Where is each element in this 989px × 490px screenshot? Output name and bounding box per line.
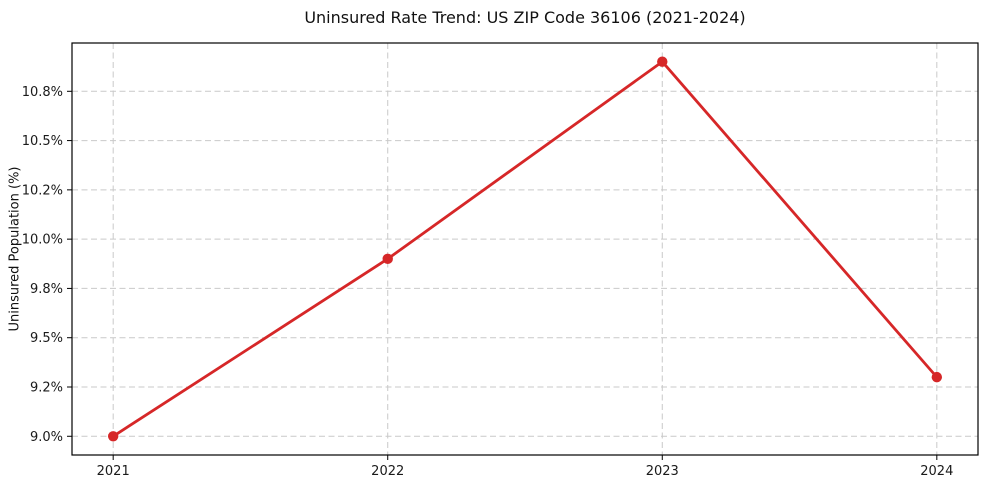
x-tick-label: 2023 <box>646 464 679 479</box>
trend-line <box>111 60 939 438</box>
x-tick-label: 2021 <box>97 464 130 479</box>
data-point-marker <box>657 56 668 67</box>
y-tick-label: 10.0% <box>22 233 63 248</box>
x-tick-label: 2024 <box>920 464 953 479</box>
x-tick-label: 2022 <box>371 464 404 479</box>
data-point-marker <box>931 371 943 383</box>
y-tick-label: 10.2% <box>22 183 63 198</box>
axes-spines <box>71 42 979 456</box>
y-tick-label: 9.2% <box>30 380 63 395</box>
y-tick-label: 10.8% <box>22 85 63 100</box>
y-tick-label: 9.5% <box>30 331 63 346</box>
y-tick-label: 10.5% <box>22 134 63 149</box>
chart-title: Uninsured Rate Trend: US ZIP Code 36106 … <box>304 8 746 27</box>
y-tick-label: 9.0% <box>30 430 63 445</box>
data-point-marker <box>107 431 119 442</box>
data-point-marker <box>382 253 393 265</box>
y-tick-label: 9.8% <box>30 282 63 297</box>
